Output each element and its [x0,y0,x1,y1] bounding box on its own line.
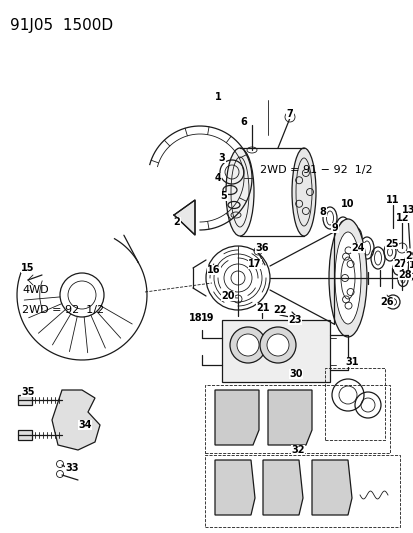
Text: 1: 1 [214,92,221,102]
Text: 9: 9 [331,223,337,233]
Text: 4: 4 [214,173,221,183]
Bar [18,430,32,440]
Text: 15: 15 [21,263,35,273]
Text: 2WD = 92  1/2: 2WD = 92 1/2 [22,305,104,315]
Polygon shape [311,460,351,515]
Text: 3: 3 [218,153,225,163]
Text: 35: 35 [21,387,35,397]
Text: 18: 18 [189,313,202,323]
Text: 91J05  1500D: 91J05 1500D [10,18,113,33]
Text: 27: 27 [392,259,406,269]
Ellipse shape [334,232,360,324]
Text: 23: 23 [287,315,301,325]
Text: 16: 16 [207,265,220,275]
Text: 12: 12 [395,213,409,223]
Text: 5: 5 [220,191,227,201]
Polygon shape [52,390,100,450]
Text: 26: 26 [379,297,393,307]
Polygon shape [214,460,254,515]
Circle shape [236,334,259,356]
Text: 20: 20 [221,291,234,301]
Circle shape [266,334,288,356]
Text: 32: 32 [291,445,304,455]
Text: 31: 31 [344,357,358,367]
Text: 33: 33 [65,463,78,473]
Text: 36: 36 [255,243,268,253]
Bar [204,455,399,527]
Ellipse shape [291,148,315,236]
Text: 4WD: 4WD [22,285,48,295]
Text: 21: 21 [256,303,269,313]
Text: 30: 30 [289,369,302,379]
Text: 25: 25 [385,239,398,249]
Ellipse shape [328,219,366,337]
Polygon shape [214,390,259,445]
Ellipse shape [225,148,254,236]
Text: 13: 13 [401,205,413,215]
Text: 14: 14 [408,260,413,270]
Text: 34: 34 [78,420,92,430]
Text: 19: 19 [201,313,214,323]
Polygon shape [173,200,195,235]
Circle shape [259,327,295,363]
Text: 2WD = 91 − 92  1/2: 2WD = 91 − 92 1/2 [259,165,372,175]
Text: 29: 29 [404,251,413,261]
Polygon shape [262,460,302,515]
Text: 24: 24 [350,243,364,253]
Bar [204,385,389,453]
Text: 11: 11 [385,195,399,205]
Text: 28: 28 [397,270,411,280]
Text: 22: 22 [273,305,286,315]
Text: 7: 7 [286,109,293,119]
Circle shape [230,327,266,363]
Text: 2: 2 [173,217,180,227]
Text: 6: 6 [240,117,247,127]
Text: 17: 17 [248,259,261,269]
Bar [324,368,384,440]
Text: 8: 8 [319,207,325,217]
Polygon shape [267,390,311,445]
Text: 10: 10 [340,199,354,209]
Bar [221,320,329,382]
Bar [18,395,32,405]
